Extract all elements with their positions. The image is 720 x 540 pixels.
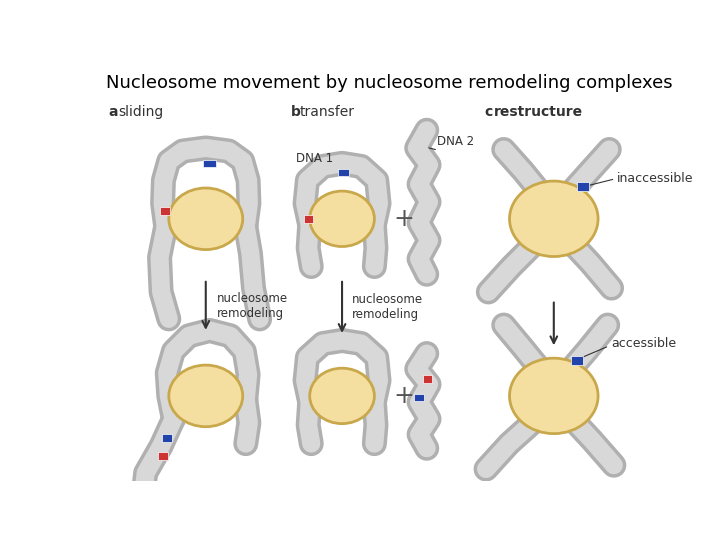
Text: restructure: restructure — [494, 105, 583, 119]
Text: c: c — [485, 105, 492, 119]
Ellipse shape — [310, 368, 374, 423]
Text: DNA 1: DNA 1 — [296, 152, 333, 165]
Text: a: a — [109, 105, 118, 119]
Bar — [304, 215, 312, 222]
Bar — [338, 168, 349, 177]
Text: accessible: accessible — [611, 337, 677, 350]
Ellipse shape — [168, 365, 243, 427]
Bar — [158, 452, 168, 460]
Bar — [423, 375, 432, 383]
Bar — [204, 159, 216, 167]
Text: Nucleosome movement by nucleosome remodeling complexes: Nucleosome movement by nucleosome remode… — [106, 74, 672, 92]
Text: transfer: transfer — [300, 105, 355, 119]
Bar — [160, 207, 170, 215]
Bar — [571, 356, 583, 365]
Bar — [577, 182, 589, 191]
Ellipse shape — [168, 188, 243, 249]
Ellipse shape — [510, 358, 598, 434]
Text: +: + — [393, 207, 414, 231]
Bar — [162, 434, 172, 442]
Text: nucleosome
remodeling: nucleosome remodeling — [217, 292, 288, 320]
Ellipse shape — [510, 181, 598, 256]
Text: sliding: sliding — [118, 105, 163, 119]
Text: nucleosome
remodeling: nucleosome remodeling — [352, 293, 423, 321]
Text: +: + — [393, 384, 414, 408]
Bar — [415, 394, 423, 401]
Text: inaccessible: inaccessible — [617, 172, 693, 185]
Ellipse shape — [310, 191, 374, 247]
Text: b: b — [290, 105, 300, 119]
Text: DNA 2: DNA 2 — [437, 136, 474, 148]
